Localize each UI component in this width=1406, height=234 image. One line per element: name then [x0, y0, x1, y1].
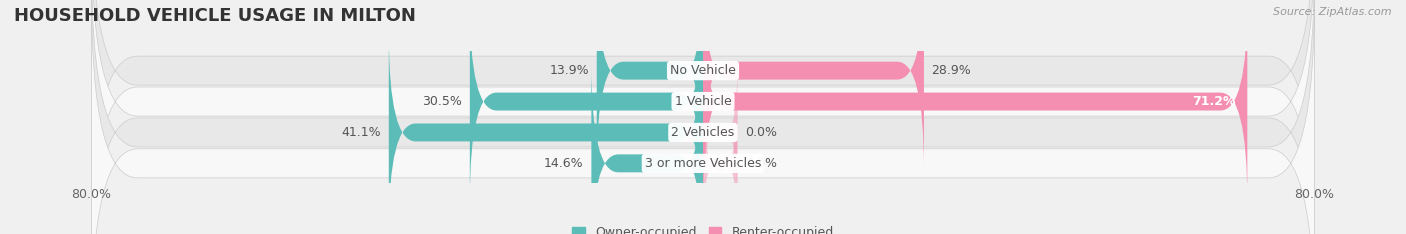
FancyBboxPatch shape [91, 0, 1315, 234]
FancyBboxPatch shape [592, 64, 703, 234]
Text: 41.1%: 41.1% [342, 126, 381, 139]
Text: 3 or more Vehicles: 3 or more Vehicles [645, 157, 761, 170]
Text: 71.2%: 71.2% [1192, 95, 1236, 108]
Text: No Vehicle: No Vehicle [671, 64, 735, 77]
Text: 13.9%: 13.9% [550, 64, 589, 77]
FancyBboxPatch shape [703, 0, 924, 170]
Text: HOUSEHOLD VEHICLE USAGE IN MILTON: HOUSEHOLD VEHICLE USAGE IN MILTON [14, 7, 416, 25]
FancyBboxPatch shape [91, 0, 1315, 234]
FancyBboxPatch shape [703, 64, 737, 201]
FancyBboxPatch shape [91, 0, 1315, 234]
FancyBboxPatch shape [470, 2, 703, 201]
Text: Source: ZipAtlas.com: Source: ZipAtlas.com [1274, 7, 1392, 17]
FancyBboxPatch shape [91, 0, 1315, 234]
Text: 14.6%: 14.6% [544, 157, 583, 170]
FancyBboxPatch shape [703, 95, 737, 232]
Legend: Owner-occupied, Renter-occupied: Owner-occupied, Renter-occupied [568, 221, 838, 234]
FancyBboxPatch shape [703, 2, 1247, 201]
Text: 30.5%: 30.5% [422, 95, 463, 108]
Text: 0.0%: 0.0% [745, 126, 778, 139]
Text: 1 Vehicle: 1 Vehicle [675, 95, 731, 108]
Text: 0.0%: 0.0% [745, 157, 778, 170]
FancyBboxPatch shape [389, 33, 703, 232]
FancyBboxPatch shape [596, 0, 703, 170]
Text: 28.9%: 28.9% [932, 64, 972, 77]
Text: 2 Vehicles: 2 Vehicles [672, 126, 734, 139]
